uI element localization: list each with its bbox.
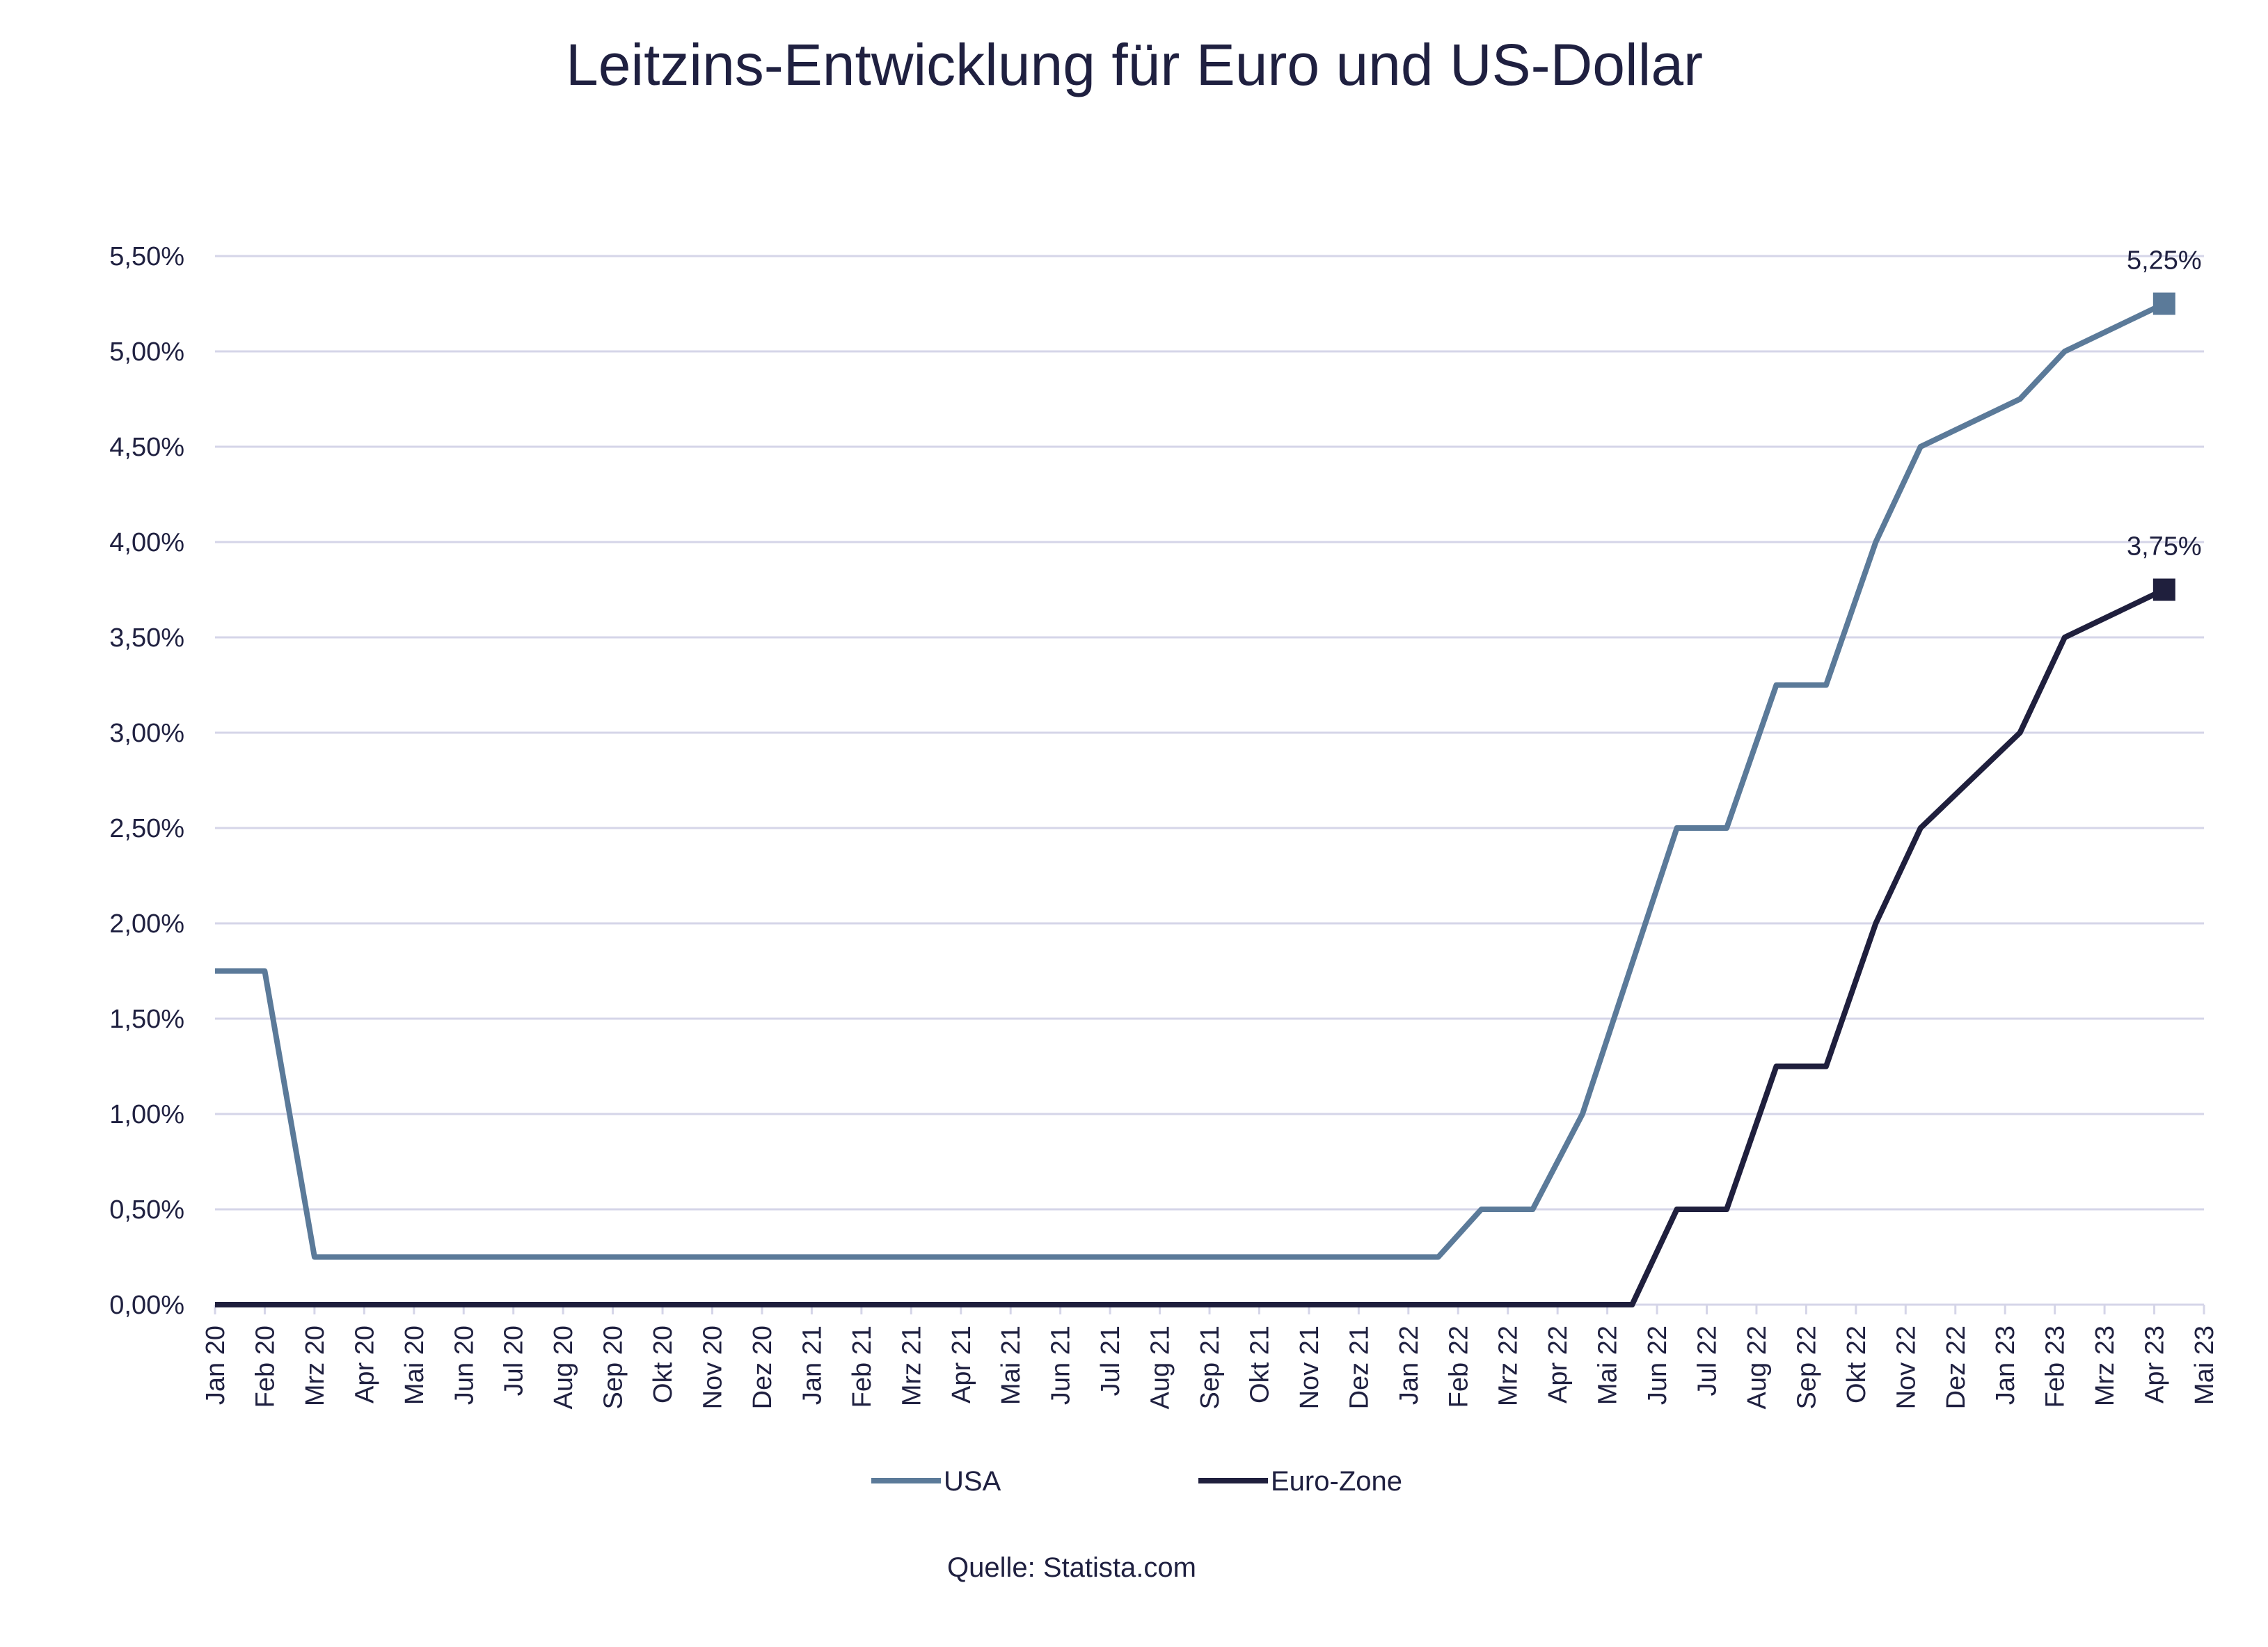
y-tick-label: 2,50% [109,814,184,843]
series-line-usa [215,301,2166,1260]
x-tick-label: Mrz 23 [2091,1326,2120,1406]
y-tick-label: 0,00% [109,1291,184,1320]
y-tick-label: 4,50% [109,433,184,462]
y-tick-label: 5,50% [109,242,184,271]
x-tick-label: Okt 22 [1842,1326,1871,1403]
y-axis: 0,00% 0,50% 1,00% 1,50% 2,00% 2,50% 3,00% 3,50%… [109,242,184,1320]
x-tick-label: Jun 21 [1047,1326,1076,1405]
data-label: 3,75% [2127,532,2202,562]
x-tick-label: Apr 21 [947,1326,976,1403]
x-tick-label: Sep 22 [1792,1326,1821,1409]
x-tick-label: Mai 21 [997,1326,1026,1405]
end-marker [2152,292,2175,315]
x-tick-label: Apr 20 [350,1326,379,1403]
x-tick-label: Feb 20 [251,1326,280,1408]
x-tick-label: Mai 22 [1594,1326,1623,1405]
y-tick-label: 4,00% [109,528,184,557]
x-tick-label: Okt 20 [649,1326,678,1403]
x-tick-label: Aug 21 [1146,1326,1175,1409]
x-tick-label: Jun 20 [450,1326,479,1405]
x-tick-label: Mai 23 [2190,1326,2219,1405]
gridlines [215,255,2204,1306]
y-tick-label: 0,50% [109,1195,184,1225]
x-tick-label: Feb 22 [1444,1326,1473,1408]
x-tick-label: Jul 20 [500,1326,529,1396]
x-tick-label: Aug 20 [549,1326,578,1409]
x-tick-label: Sep 21 [1196,1326,1225,1409]
chart-title: Leitzins-Entwicklung für Euro und US-Dol… [566,32,1703,97]
x-tick-label: Jan 22 [1395,1326,1424,1405]
x-tick-label: Jan 21 [798,1326,827,1405]
legend-label: Euro-Zone [1271,1466,1402,1497]
x-tick-label: Aug 22 [1743,1326,1772,1409]
series-line-euro-zone [215,587,2166,1307]
x-tick-label: Okt 21 [1245,1326,1274,1403]
x-tick-label: Jan 20 [201,1326,230,1405]
x-tick-label: Sep 20 [599,1326,628,1409]
end-marker [2152,578,2175,601]
series-lines: 5,25% 3,75% [215,246,2202,1307]
x-tick-label: Mai 20 [400,1326,429,1405]
x-tick-label: Feb 23 [2041,1326,2070,1408]
x-tick-label: Dez 20 [748,1326,777,1409]
x-tick-label: Dez 21 [1345,1326,1374,1409]
x-tick-label: Mrz 20 [301,1326,330,1406]
x-tick-label: Dez 22 [1942,1326,1971,1409]
y-tick-label: 3,00% [109,719,184,748]
x-tick-label: Mrz 21 [897,1326,926,1406]
y-tick-label: 1,50% [109,1005,184,1034]
y-tick-label: 1,00% [109,1100,184,1129]
y-tick-label: 5,00% [109,337,184,367]
x-tick-label: Nov 21 [1295,1326,1324,1409]
y-tick-label: 3,50% [109,623,184,653]
x-tick-label: Jul 21 [1096,1326,1125,1396]
x-tick-label: Feb 21 [848,1326,877,1408]
x-tick-label: Apr 22 [1544,1326,1573,1403]
x-tick-label: Mrz 22 [1494,1326,1523,1406]
x-tick-label: Jan 23 [1991,1326,2020,1405]
x-tick-label: Nov 20 [699,1326,728,1409]
x-tick-label: Apr 23 [2141,1326,2170,1403]
x-tick-label: Jun 22 [1643,1326,1672,1405]
source-note: Quelle: Statista.com [947,1552,1196,1583]
x-tick-label: Jul 22 [1693,1326,1722,1396]
y-tick-label: 2,00% [109,909,184,939]
x-tick-label: Nov 22 [1892,1326,1921,1409]
legend-label: USA [944,1466,1001,1497]
legend: USA Euro-Zone [871,1466,1402,1497]
data-label: 5,25% [2127,246,2202,276]
x-axis: Jan 20 Feb 20 Mrz 20 Apr 20 Mai 20 Jun 20 Jul … [201,1305,2219,1409]
